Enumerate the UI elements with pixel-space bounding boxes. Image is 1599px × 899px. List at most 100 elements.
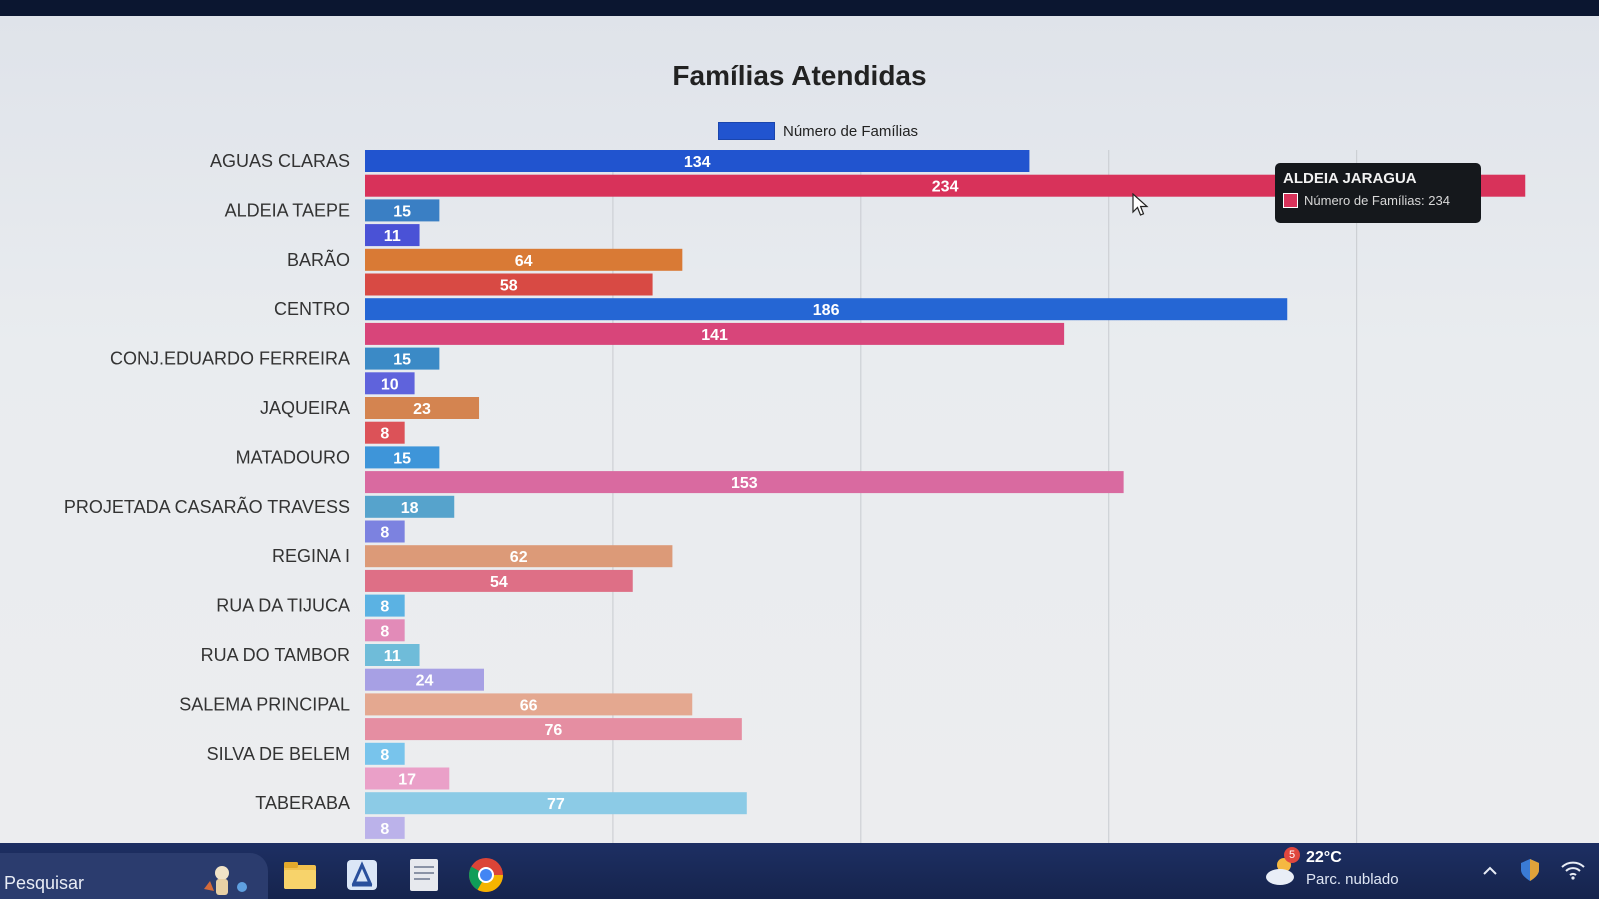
bar-value-label: 15: [393, 352, 411, 369]
category-label: SILVA DE BELEM: [207, 744, 350, 764]
bar[interactable]: 11: [365, 644, 420, 666]
search-highlight-icon: [204, 866, 247, 895]
bar-value-label: 64: [515, 253, 533, 270]
bar-value-label: 134: [684, 154, 711, 171]
bar-rect[interactable]: [365, 347, 440, 370]
bar-rect[interactable]: [365, 569, 633, 592]
browser-top-bar: [0, 0, 1599, 16]
bar-rect[interactable]: [365, 322, 1065, 345]
app-icon[interactable]: [342, 855, 382, 895]
tooltip-swatch: [1283, 193, 1298, 208]
bar-rect[interactable]: [365, 397, 480, 419]
bar-rect[interactable]: [365, 520, 405, 543]
bar-rect[interactable]: [365, 693, 693, 716]
bar-rect[interactable]: [365, 273, 653, 296]
bar[interactable]: 54: [365, 569, 633, 592]
bar-value-label: 153: [731, 475, 758, 492]
bar[interactable]: 18: [365, 495, 455, 518]
bar[interactable]: 8: [365, 520, 405, 543]
bar[interactable]: 8: [365, 421, 405, 444]
category-label: ALDEIA TAEPE: [225, 200, 350, 220]
bar-rect[interactable]: [365, 298, 1288, 321]
bar-rect[interactable]: [365, 816, 405, 839]
bar-rect[interactable]: [365, 668, 484, 691]
bar-value-label: 8: [380, 599, 389, 616]
bar[interactable]: 66: [365, 693, 693, 716]
bar-rect[interactable]: [365, 224, 420, 247]
weather-temperature: 22°C: [1306, 849, 1342, 866]
bar[interactable]: 24: [365, 668, 484, 691]
bar-value-label: 66: [520, 697, 538, 714]
shield-icon[interactable]: [1518, 857, 1542, 883]
bar[interactable]: 153: [365, 471, 1124, 494]
taskbar-search-box[interactable]: Pesquisar: [0, 853, 268, 899]
bar[interactable]: 76: [365, 718, 742, 741]
bar-rect[interactable]: [365, 421, 405, 444]
bar-rect[interactable]: [365, 372, 415, 395]
bar[interactable]: 234: [365, 174, 1526, 197]
bar-value-label: 8: [380, 525, 389, 542]
file-explorer-icon[interactable]: [280, 855, 320, 895]
bar[interactable]: 8: [365, 816, 405, 839]
bar-value-label: 62: [510, 549, 528, 566]
category-label: CENTRO: [274, 299, 350, 319]
bar-value-label: 10: [381, 376, 399, 393]
search-label: Pesquisar: [4, 873, 85, 893]
weather-widget[interactable]: 5 22°C Parc. nublado: [1262, 847, 1422, 895]
bar-rect[interactable]: [365, 742, 405, 765]
bar[interactable]: 15: [365, 347, 440, 370]
category-label: PROJETADA CASARÃO TRAVESS: [64, 496, 350, 517]
bar-value-label: 23: [413, 401, 431, 418]
bar-value-label: 11: [384, 648, 401, 665]
bars: 1342341511645818614115102381515318862548…: [365, 150, 1526, 839]
bar-rect[interactable]: [365, 545, 673, 568]
chart-legend[interactable]: Número de Famílias: [718, 121, 918, 141]
bar-rect[interactable]: [365, 619, 405, 642]
bar-value-label: 54: [490, 574, 508, 591]
bar[interactable]: 15: [365, 199, 440, 222]
bar[interactable]: 186: [365, 298, 1288, 321]
bar-value-label: 8: [380, 821, 389, 838]
bar-value-label: 141: [701, 327, 728, 344]
bar-rect[interactable]: [365, 199, 440, 222]
bar-rect[interactable]: [365, 495, 455, 518]
bar[interactable]: 8: [365, 619, 405, 642]
bar[interactable]: 10: [365, 372, 415, 395]
bar[interactable]: 62: [365, 545, 673, 568]
bar[interactable]: 23: [365, 397, 480, 419]
wifi-icon[interactable]: [1560, 859, 1586, 881]
tooltip-text: Número de Famílias: 234: [1304, 193, 1450, 208]
bar[interactable]: 11: [365, 224, 420, 247]
legend-label: Número de Famílias: [783, 122, 919, 140]
bar-value-label: 76: [545, 722, 563, 739]
bar-rect[interactable]: [365, 446, 440, 469]
weather-badge: 5: [1284, 847, 1300, 863]
bar[interactable]: 15: [365, 446, 440, 469]
bar-rect[interactable]: [365, 767, 450, 790]
bar[interactable]: 77: [365, 792, 747, 815]
bar[interactable]: 8: [365, 742, 405, 765]
bar[interactable]: 134: [365, 150, 1030, 172]
bar-rect[interactable]: [365, 174, 1526, 197]
chevron-up-icon[interactable]: [1480, 859, 1500, 883]
bar-rect[interactable]: [365, 718, 742, 741]
bar-value-label: 77: [547, 796, 565, 813]
bar[interactable]: 8: [365, 594, 405, 617]
bar-rect[interactable]: [365, 644, 420, 666]
bar-rect[interactable]: [365, 248, 683, 271]
tooltip-row: Número de Famílias: 234: [1283, 193, 1473, 208]
bar-rect[interactable]: [365, 594, 405, 617]
bar[interactable]: 58: [365, 273, 653, 296]
bar-rect[interactable]: [365, 150, 1030, 172]
bar[interactable]: 64: [365, 248, 683, 271]
category-label: JAQUEIRA: [260, 398, 350, 418]
bar[interactable]: 17: [365, 767, 450, 790]
bar-value-label: 17: [398, 772, 416, 789]
chrome-icon[interactable]: [466, 855, 506, 895]
bar[interactable]: 141: [365, 322, 1065, 345]
notepad-icon[interactable]: [404, 855, 444, 895]
category-label: RUA DO TAMBOR: [201, 645, 350, 665]
bar-rect[interactable]: [365, 792, 747, 815]
bar-rect[interactable]: [365, 471, 1124, 494]
